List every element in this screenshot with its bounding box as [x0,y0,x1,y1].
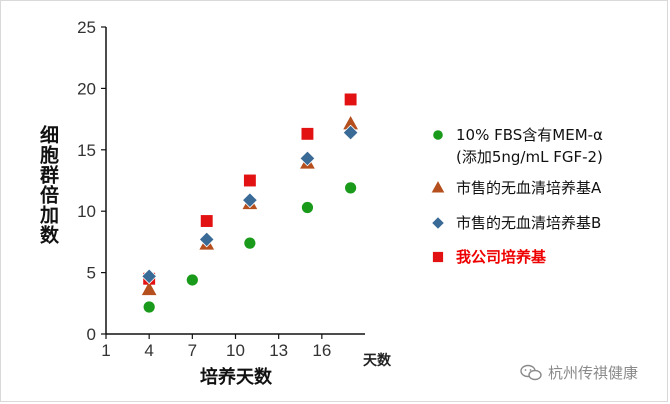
legend-marker-circle [433,130,443,140]
x-tick-label: 13 [269,341,288,360]
data-point-square [200,215,213,227]
data-point-circle [301,201,314,214]
y-tick-label: 5 [87,264,96,283]
data-point-triangle [343,116,358,130]
legend-label: (添加5ng/mL FGF-2) [456,148,603,166]
y-tick-label: 15 [77,141,96,160]
data-point-circle [345,182,357,194]
legend-label: 10% FBS含有MEM-α [456,126,603,144]
y-axis-title: 细胞群倍加数 [37,125,59,245]
data-point-circle [186,274,198,286]
data-point-circle [143,301,155,313]
y-tick-label: 20 [77,79,96,98]
data-points [141,93,359,313]
legend-label: 市售的无血清培养基A [456,179,602,197]
data-point-diamond [241,192,258,209]
data-point-square [344,93,357,106]
legend-label: 我公司培养基 [456,248,547,266]
data-point-square [301,127,314,140]
y-tick-labels: 0 5 10 15 20 25 [77,18,106,344]
series-circle-points [143,182,357,313]
legend: 10% FBS含有MEM-α (添加5ng/mL FGF-2) 市售的无血清培养基A… [431,126,603,266]
legend-marker-diamond [431,216,445,230]
x-tick-label: 1 [101,341,110,360]
data-point-diamond [198,231,215,248]
watermark: 杭州传祺健康 [520,362,638,383]
data-point-diamond [299,150,316,167]
data-point-diamond [141,268,158,285]
x-tick-label: 16 [312,341,331,360]
y-tick-label: 0 [87,325,96,344]
watermark-text: 杭州传祺健康 [548,364,639,382]
data-point-circle [244,237,256,249]
data-point-diamond [342,124,359,141]
y-tick-label: 10 [77,202,96,221]
x-tick-label: 7 [188,341,197,360]
y-tick-label: 25 [77,18,96,37]
x-tick-labels: 1 4 7 10 13 16 [101,334,331,360]
x-tick-label: 10 [226,341,245,360]
x-axis-unit: 天数 [363,352,392,369]
legend-marker-square [432,251,444,263]
series-square-points [143,93,357,285]
wechat-bubble-icon [520,364,542,382]
data-point-square [243,174,256,187]
data-point-triangle [141,281,157,296]
series-diamond-points [141,124,359,285]
legend-marker-triangle [431,181,445,193]
legend-label: 市售的无血清培养基B [456,214,601,232]
axes [105,27,365,335]
x-axis-title: 培养天数 [200,366,273,388]
x-tick-label: 4 [144,341,153,360]
